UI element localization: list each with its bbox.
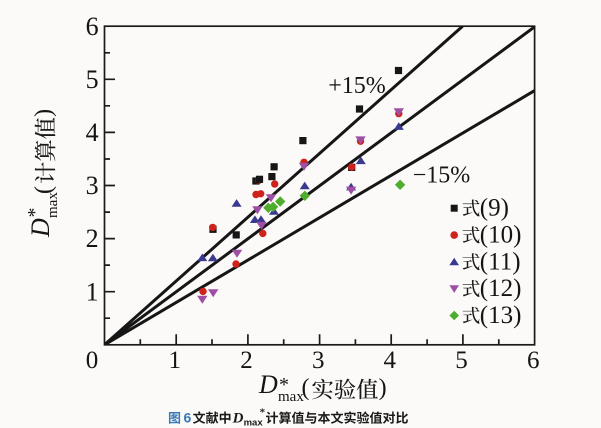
svg-text:1: 1: [169, 347, 182, 374]
svg-text:2: 2: [86, 224, 99, 253]
svg-text:3: 3: [86, 171, 99, 200]
svg-text:max: max: [45, 192, 61, 218]
svg-text:D: D: [232, 411, 244, 427]
svg-text:max: max: [244, 418, 264, 428]
svg-text:*: *: [260, 407, 266, 419]
svg-text:2: 2: [240, 347, 253, 374]
svg-text:): ): [379, 375, 387, 401]
svg-text:): ): [31, 109, 57, 117]
svg-text:(13): (13): [480, 302, 522, 329]
svg-text:6: 6: [86, 12, 99, 41]
svg-text:(10): (10): [480, 222, 522, 249]
svg-text:D: D: [258, 370, 278, 399]
svg-text:5: 5: [455, 347, 468, 374]
svg-text:1: 1: [86, 277, 99, 306]
svg-text:D: D: [26, 218, 55, 238]
svg-text:4: 4: [384, 347, 397, 374]
svg-text:*: *: [24, 208, 46, 218]
svg-text:−15%: −15%: [413, 163, 471, 189]
svg-text:5: 5: [86, 65, 99, 94]
svg-text:6: 6: [527, 347, 540, 374]
svg-text:0: 0: [86, 347, 99, 374]
svg-text:3: 3: [312, 347, 325, 374]
svg-text:(9): (9): [480, 195, 509, 222]
svg-text:+15%: +15%: [328, 73, 386, 99]
svg-text:*: *: [279, 374, 289, 396]
svg-text:max: max: [278, 389, 304, 405]
svg-text:(: (: [302, 375, 310, 401]
svg-text:(: (: [31, 186, 57, 194]
svg-text:6: 6: [184, 410, 192, 426]
svg-text:(11): (11): [480, 248, 521, 275]
svg-text:(12): (12): [480, 275, 522, 302]
svg-text:4: 4: [86, 118, 99, 147]
